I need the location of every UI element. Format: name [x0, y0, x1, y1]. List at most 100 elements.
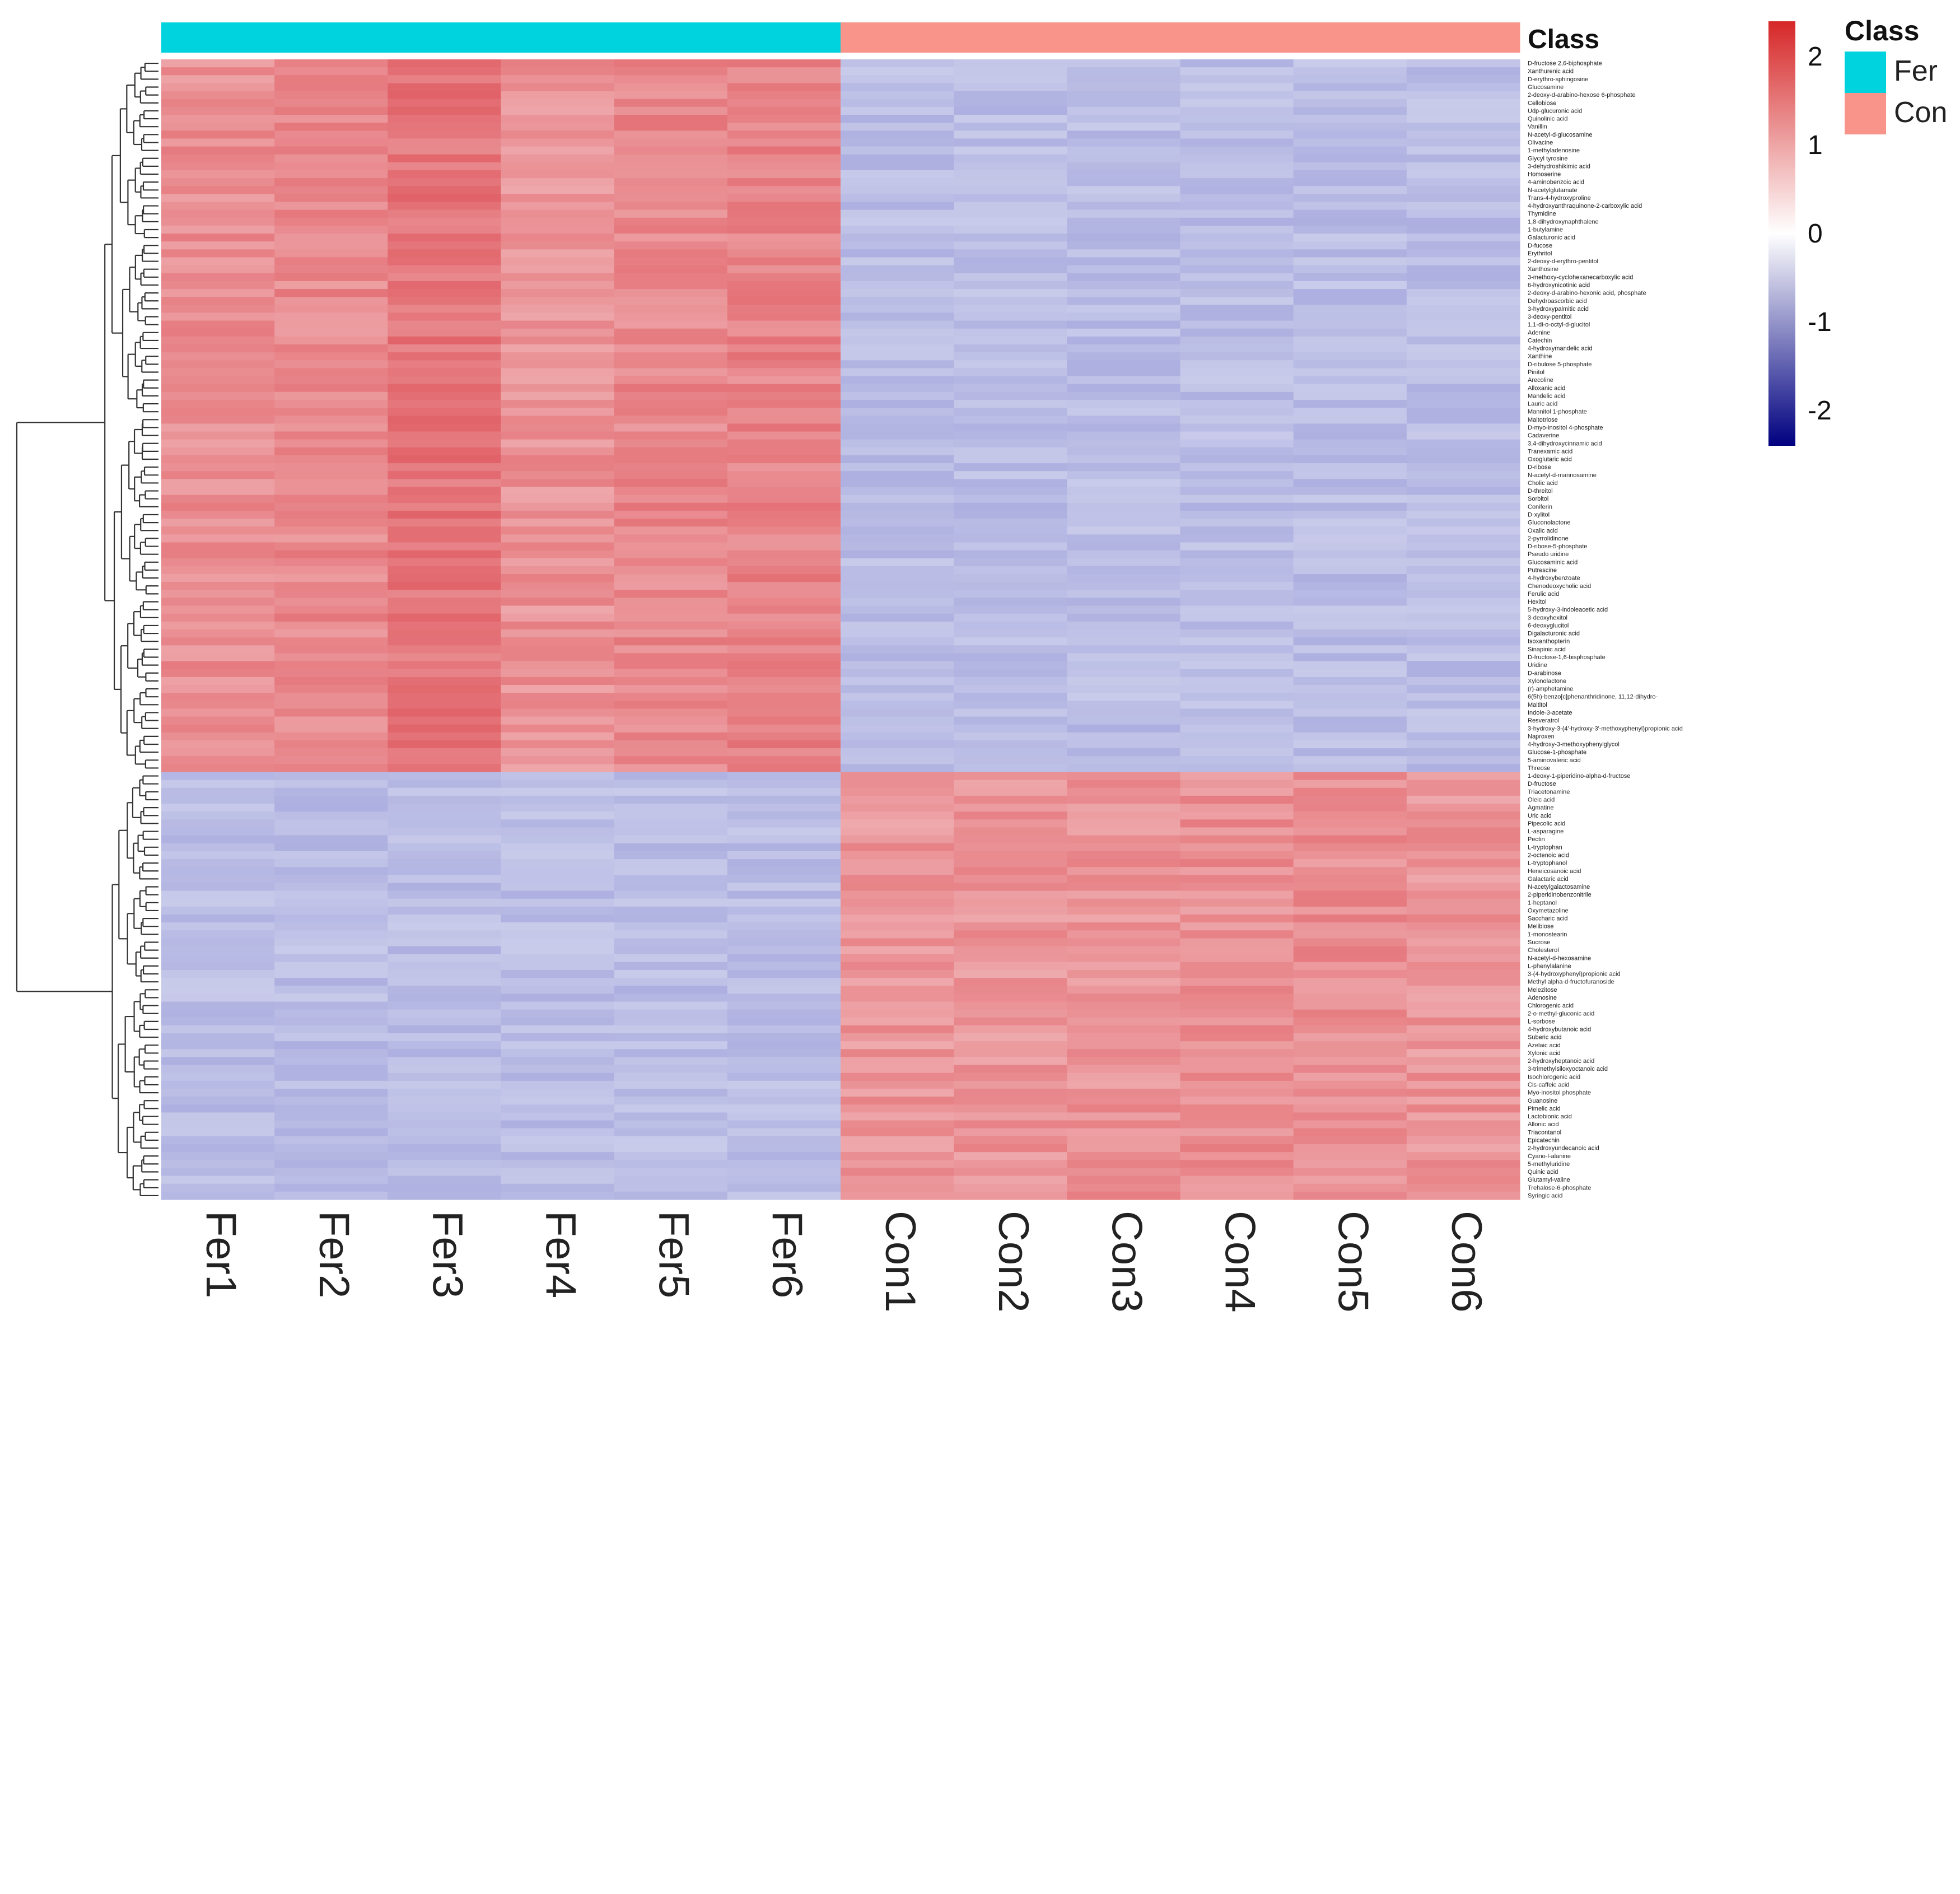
heatmap-cell [388, 202, 502, 211]
heatmap-cell [161, 1136, 275, 1145]
heatmap-cell [161, 225, 275, 234]
heatmap-cell [161, 851, 275, 860]
heatmap-cell [1293, 1168, 1407, 1177]
heatmap-cell [388, 455, 502, 464]
heatmap-cell [841, 1120, 954, 1129]
heatmap-cell [274, 605, 388, 614]
heatmap-cell [614, 479, 728, 488]
heatmap-cell [1067, 534, 1181, 543]
heatmap-cell [954, 471, 1067, 479]
row-label: N-acetylgalactosamine [1528, 884, 1590, 890]
heatmap-cell [727, 519, 841, 527]
heatmap-cell [1406, 75, 1520, 84]
heatmap-cell [161, 344, 275, 353]
heatmap-cell [1067, 716, 1181, 725]
row-label: D-fucose [1528, 242, 1552, 249]
heatmap-cell [501, 1017, 615, 1026]
heatmap-cell [1180, 740, 1294, 749]
heatmap-cell [274, 431, 388, 440]
heatmap-cell [727, 930, 841, 939]
heatmap-cell [274, 930, 388, 939]
heatmap-cell [388, 772, 502, 781]
heatmap-cell [388, 312, 502, 321]
heatmap-cell [501, 67, 615, 76]
heatmap-cell [388, 146, 502, 155]
heatmap-cell [1180, 962, 1294, 971]
heatmap-cell [1293, 106, 1407, 115]
heatmap-cell [1406, 645, 1520, 654]
heatmap-cell [841, 598, 954, 607]
heatmap-cell [1180, 123, 1294, 131]
heatmap-cell [1180, 637, 1294, 646]
row-label: 3-trimethylsiloxyoctanoic acid [1528, 1066, 1608, 1072]
heatmap-cell [841, 542, 954, 551]
column-label-fer4: Fer4 [537, 1211, 585, 1298]
heatmap-cell [161, 202, 275, 211]
heatmap-cell [274, 748, 388, 757]
heatmap-cell [274, 915, 388, 923]
heatmap-cell [954, 423, 1067, 432]
heatmap-cell [954, 724, 1067, 733]
heatmap-cell [727, 716, 841, 725]
heatmap-cell [1180, 613, 1294, 622]
heatmap-cell [614, 819, 728, 828]
heatmap-cell [1293, 1065, 1407, 1074]
heatmap-cell [954, 146, 1067, 155]
heatmap-cell [501, 281, 615, 290]
heatmap-cell [614, 590, 728, 599]
row-label: 1-deoxy-1-piperidino-alpha-d-fructose [1528, 773, 1630, 780]
heatmap-cell [1406, 360, 1520, 369]
heatmap-cell [388, 906, 502, 915]
heatmap-cell [727, 178, 841, 186]
heatmap-cell [1180, 1017, 1294, 1026]
heatmap-cell [1406, 1041, 1520, 1049]
heatmap-cell [1067, 1009, 1181, 1018]
heatmap-cell [1406, 898, 1520, 907]
heatmap-cell [161, 83, 275, 92]
heatmap-cell [841, 265, 954, 274]
heatmap-cell [161, 915, 275, 923]
heatmap-cell [614, 693, 728, 701]
class-bar-cell-fer4 [501, 22, 615, 53]
heatmap-cell [727, 978, 841, 986]
heatmap-cell [841, 732, 954, 741]
heatmap-cell [501, 217, 615, 226]
heatmap-cell [841, 621, 954, 630]
heatmap-cell [388, 645, 502, 654]
heatmap-cell [1067, 312, 1181, 321]
heatmap-cell [388, 368, 502, 377]
heatmap-cell [274, 819, 388, 828]
heatmap-cell [388, 542, 502, 551]
heatmap-cell [1293, 804, 1407, 812]
heatmap-cell [1293, 772, 1407, 781]
heatmap-cell [614, 661, 728, 670]
heatmap-cell [614, 423, 728, 432]
heatmap-cell [1406, 1057, 1520, 1066]
heatmap-cell [161, 1065, 275, 1074]
row-label: Vanillin [1528, 124, 1547, 130]
heatmap-cell [388, 130, 502, 139]
heatmap-cell [727, 455, 841, 464]
heatmap-cell [161, 1080, 275, 1089]
heatmap-cell [614, 598, 728, 607]
heatmap-cell [161, 273, 275, 282]
heatmap-cell [161, 637, 275, 646]
heatmap-cell [841, 502, 954, 511]
heatmap-cell [161, 708, 275, 717]
row-label: Naproxen [1528, 733, 1555, 740]
heatmap-cell [1406, 376, 1520, 385]
heatmap-cell [1180, 605, 1294, 614]
heatmap-cell [1406, 281, 1520, 290]
heatmap-cell [501, 566, 615, 575]
heatmap-cell [274, 677, 388, 685]
heatmap-cell [614, 376, 728, 385]
row-label: Pseudo uridine [1528, 551, 1569, 558]
heatmap-cell [388, 756, 502, 764]
heatmap-cell [727, 1104, 841, 1113]
heatmap-cell [1293, 906, 1407, 915]
heatmap-cell [841, 336, 954, 345]
row-label: Udp-glucuronic acid [1528, 108, 1582, 114]
heatmap-cell [388, 194, 502, 203]
heatmap-cell [1067, 154, 1181, 163]
heatmap-cell [161, 502, 275, 511]
